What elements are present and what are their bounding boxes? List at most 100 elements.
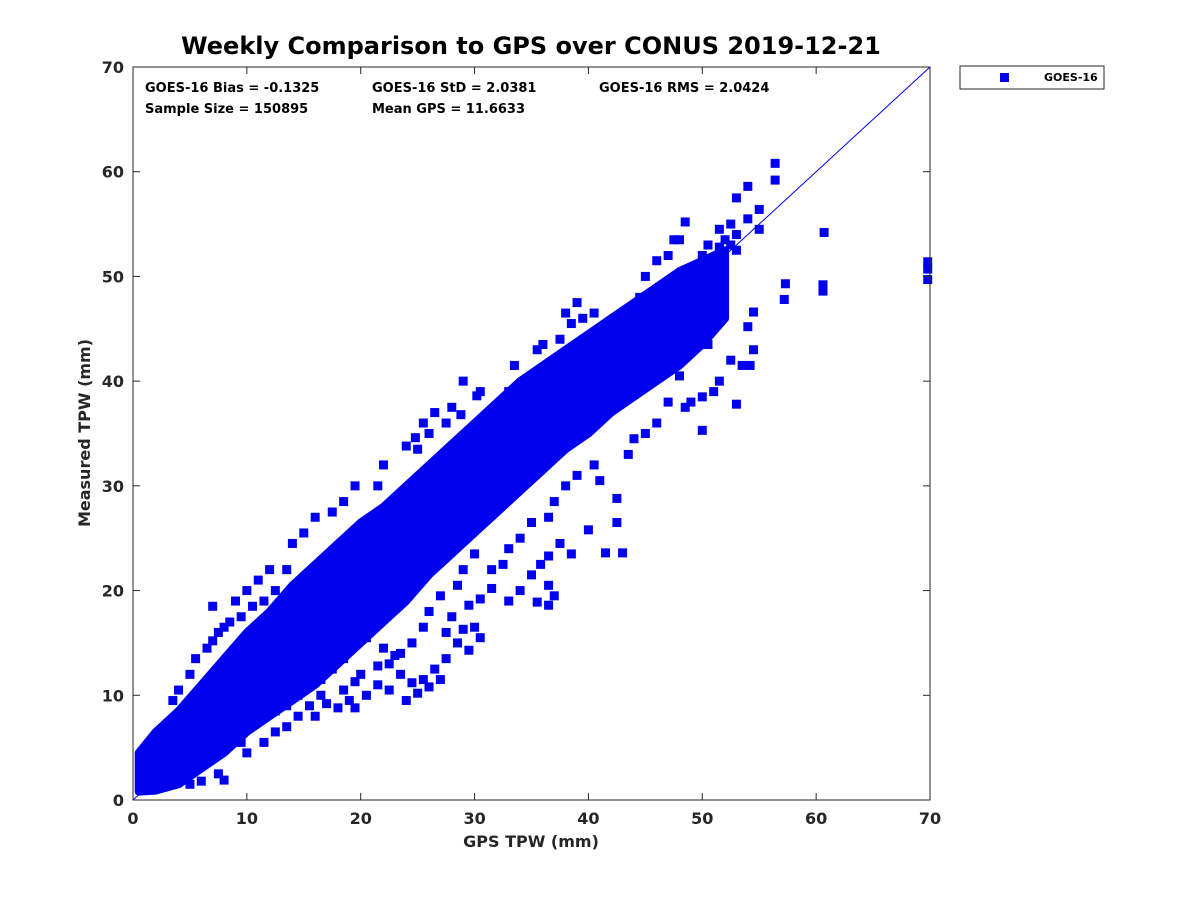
data-point [270,586,280,596]
data-point [731,230,741,240]
data-point [282,701,292,711]
data-point [544,551,554,561]
data-point [236,737,246,747]
x-tick-label: 10 [236,809,258,828]
data-point [555,538,565,548]
x-tick-label: 0 [127,809,138,828]
data-point [663,250,673,260]
data-point [709,387,719,397]
y-tick-label: 30 [102,477,124,496]
data-point [327,507,337,517]
data-point [583,525,593,535]
data-point [532,345,542,355]
data-point [589,460,599,470]
data-point [396,669,406,679]
data-point [743,181,753,191]
data-point [652,256,662,266]
x-tick-label: 20 [350,809,372,828]
legend-box [959,65,1105,90]
data-point [213,627,223,637]
data-point [282,722,292,732]
data-point [703,240,713,250]
data-point [726,240,736,250]
data-point [640,429,650,438]
data-point [447,612,457,622]
data-point [475,633,485,643]
data-point [527,570,536,580]
data-point [472,391,482,401]
data-point [344,696,354,706]
x-tick-label: 40 [577,809,599,828]
data-point [669,235,679,245]
point-cloud-band [134,246,730,796]
data-point [697,250,707,260]
data-point [726,219,736,229]
data-point [316,675,326,685]
data-point [213,769,223,779]
data-point [356,669,366,679]
data-point [498,559,508,569]
data-point [714,376,724,386]
data-point [743,322,753,332]
data-point [424,607,434,617]
data-point [731,193,741,203]
data-point [356,577,366,587]
data-point [384,659,394,669]
data-point [219,775,229,785]
data-point [452,638,462,648]
data-point [818,280,828,290]
data-point [350,703,360,713]
data-point [464,600,474,610]
data-point [304,680,314,690]
data-point [572,298,582,308]
y-tick-label: 40 [102,372,124,391]
data-point [720,235,730,245]
data-point [470,622,480,632]
data-point [401,586,411,596]
data-point [424,682,434,692]
data-point [731,245,741,255]
data-point [441,627,451,637]
data-point [754,224,764,234]
data-point [504,387,514,397]
axis-ticks: 0 10 20 30 40 50 60 70 0 10 20 30 40 50 60 70 [102,58,941,828]
data-point [612,493,622,503]
data-point [339,497,349,507]
data-point [549,591,559,601]
one-to-one-line [132,66,931,801]
x-tick-label: 30 [463,809,485,828]
annotation-sample-size: Sample Size = 150895 [145,102,308,117]
data-point [470,549,480,559]
data-point [536,559,546,569]
data-point [259,596,269,606]
data-point [923,264,933,274]
data-point [572,470,582,480]
data-point [248,601,258,611]
data-point [282,591,292,601]
data-point [196,776,206,786]
data-point [373,661,383,671]
data-point [561,481,571,491]
data-point [538,339,548,349]
data-point [430,664,440,674]
data-point [293,690,303,700]
data-point [407,638,417,648]
y-axis-label: Measured TPW (mm) [75,339,94,527]
x-tick-label: 50 [691,809,713,828]
data-point [441,654,451,664]
data-point [361,633,371,643]
data-point [731,399,741,409]
data-point [191,654,201,664]
data-point [367,570,377,580]
data-point [675,235,685,245]
annotation-rms: GOES-16 RMS = 2.0424 [599,81,769,96]
data-point [749,307,759,317]
data-point [242,748,252,758]
data-point [726,355,736,365]
data-point [304,701,314,711]
legend-label-goes-16: GOES-16 [1044,71,1098,84]
data-point [743,214,753,224]
data-point [703,339,713,349]
data-point [745,360,755,370]
data-point [253,575,263,585]
